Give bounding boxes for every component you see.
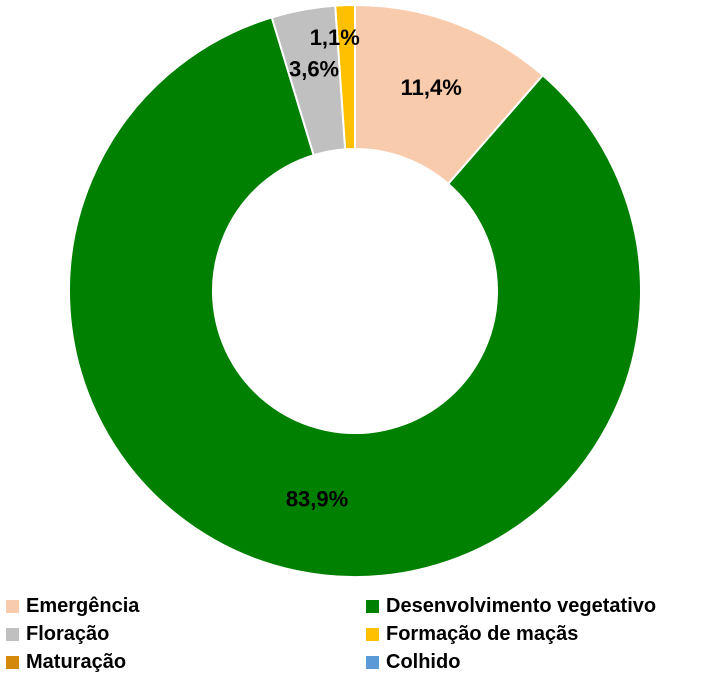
legend-swatch-colhido (366, 655, 379, 669)
legend-swatch-maturacao (6, 655, 19, 669)
legend-swatch-desenvolvimento-vegetativo (366, 599, 379, 613)
legend-label-floracao: Floração (26, 622, 110, 645)
slice-label-desenvolvimento-vegetativo: 83,9% (286, 487, 348, 512)
legend-item-emergencia: Emergência (6, 592, 139, 620)
legend-label-emergencia: Emergência (26, 594, 140, 617)
legend-label-colhido: Colhido (386, 650, 461, 673)
legend-swatch-floracao (6, 627, 19, 641)
legend-item-floracao: Floração (6, 620, 109, 648)
slice-labels: 11,4% 83,9% 3,6% 1,1% (286, 25, 462, 512)
legend-item-desenvolvimento-vegetativo: Desenvolvimento vegetativo (366, 592, 656, 620)
legend-label-formacao-de-macas: Formação de maçãs (386, 622, 579, 645)
legend-item-colhido: Colhido (366, 648, 460, 676)
legend-swatch-emergencia (6, 599, 19, 613)
slice-label-formacao-de-macas: 1,1% (310, 25, 360, 50)
donut-hole (213, 149, 497, 433)
legend-swatch-formacao-de-macas (366, 627, 379, 641)
donut-slices (68, 3, 642, 578)
legend-label-desenvolvimento-vegetativo: Desenvolvimento vegetativo (386, 594, 657, 617)
legend-item-formacao-de-macas: Formação de maçãs (366, 620, 578, 648)
slice-label-floracao: 3,6% (289, 56, 339, 81)
donut-chart: 11,4% 83,9% 3,6% 1,1% (68, 3, 642, 578)
legend-item-maturacao: Maturação (6, 648, 126, 676)
slice-label-emergencia: 11,4% (401, 75, 462, 100)
legend: Emergência Desenvolvimento vegetativo Flor… (0, 592, 708, 678)
legend-label-maturacao: Maturação (26, 650, 127, 673)
